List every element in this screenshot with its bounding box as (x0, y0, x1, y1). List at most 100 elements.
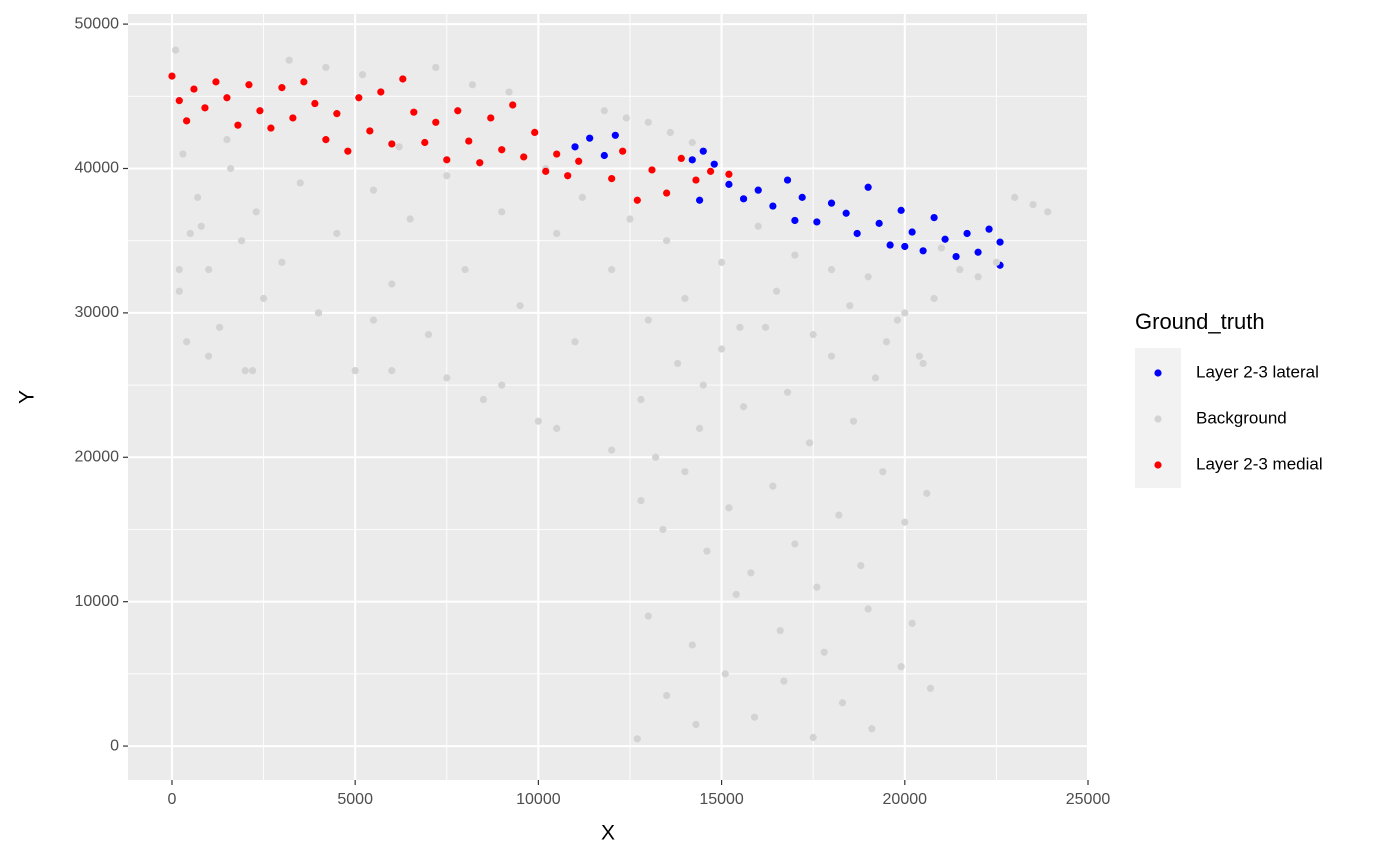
point (421, 138, 429, 147)
point (809, 733, 817, 742)
point (864, 273, 872, 281)
point (443, 156, 451, 164)
point (882, 338, 891, 346)
point (809, 330, 817, 339)
point (406, 215, 414, 223)
x-tick-label: 5000 (337, 791, 373, 808)
point (267, 124, 275, 132)
point (908, 228, 916, 236)
point (248, 367, 257, 375)
point (805, 439, 814, 447)
point (468, 81, 477, 89)
point (476, 159, 484, 167)
point (721, 670, 729, 678)
point (534, 417, 542, 425)
point (424, 330, 433, 339)
point (498, 381, 506, 389)
point (886, 241, 894, 249)
point (996, 238, 1004, 246)
point (619, 147, 627, 155)
point (923, 489, 931, 497)
point (190, 85, 198, 93)
point (377, 88, 385, 96)
point (487, 114, 495, 122)
point (754, 222, 762, 230)
point (234, 121, 242, 129)
point (410, 108, 418, 116)
point (351, 367, 359, 375)
point (443, 172, 451, 180)
point (241, 367, 249, 375)
point (875, 219, 883, 227)
point (205, 265, 213, 274)
legend-key (1154, 461, 1162, 469)
point (926, 684, 935, 692)
point (197, 222, 205, 230)
point (648, 166, 656, 174)
point (780, 677, 788, 685)
point (835, 511, 843, 519)
point (842, 209, 850, 217)
point (974, 273, 982, 281)
legend-title: Ground_truth (1135, 309, 1265, 334)
point (688, 156, 696, 164)
y-tick-label: 10000 (75, 593, 120, 610)
point (813, 218, 821, 226)
point (710, 160, 718, 168)
point (1044, 208, 1052, 216)
point (739, 195, 748, 203)
x-tick-label: 15000 (699, 791, 744, 808)
point (223, 94, 231, 102)
point (520, 153, 528, 161)
point (542, 167, 550, 175)
point (915, 352, 924, 360)
point (553, 424, 561, 433)
point (395, 143, 403, 151)
point (681, 468, 689, 476)
point (432, 118, 440, 126)
point (677, 154, 685, 162)
point (608, 175, 616, 183)
point (637, 395, 645, 404)
x-tick-label: 0 (168, 791, 177, 808)
point (663, 691, 671, 700)
point (479, 395, 488, 404)
point (827, 352, 836, 360)
point (388, 280, 396, 288)
point (278, 84, 286, 92)
point (344, 147, 352, 155)
point (992, 258, 1000, 266)
x-tick-label: 20000 (883, 791, 928, 808)
point (600, 107, 608, 115)
point (531, 128, 539, 137)
point (369, 186, 378, 194)
point (652, 453, 660, 461)
point (175, 97, 183, 105)
point (622, 114, 630, 122)
point (754, 186, 762, 194)
point (772, 287, 781, 295)
point (901, 518, 909, 526)
point (838, 699, 847, 707)
point (820, 648, 828, 656)
x-axis-title: X (601, 822, 615, 845)
point (644, 118, 652, 126)
point (216, 323, 224, 331)
point (776, 626, 784, 635)
point (696, 196, 704, 204)
point (201, 104, 209, 112)
point (333, 110, 341, 118)
point (322, 136, 330, 144)
point (1029, 200, 1037, 209)
point (259, 294, 268, 303)
point (183, 117, 191, 125)
point (516, 302, 524, 310)
point (633, 735, 641, 743)
point (725, 170, 733, 178)
point (897, 206, 905, 214)
point (278, 258, 286, 266)
point (692, 176, 700, 184)
point (175, 265, 183, 274)
point (688, 138, 696, 147)
point (366, 127, 374, 135)
